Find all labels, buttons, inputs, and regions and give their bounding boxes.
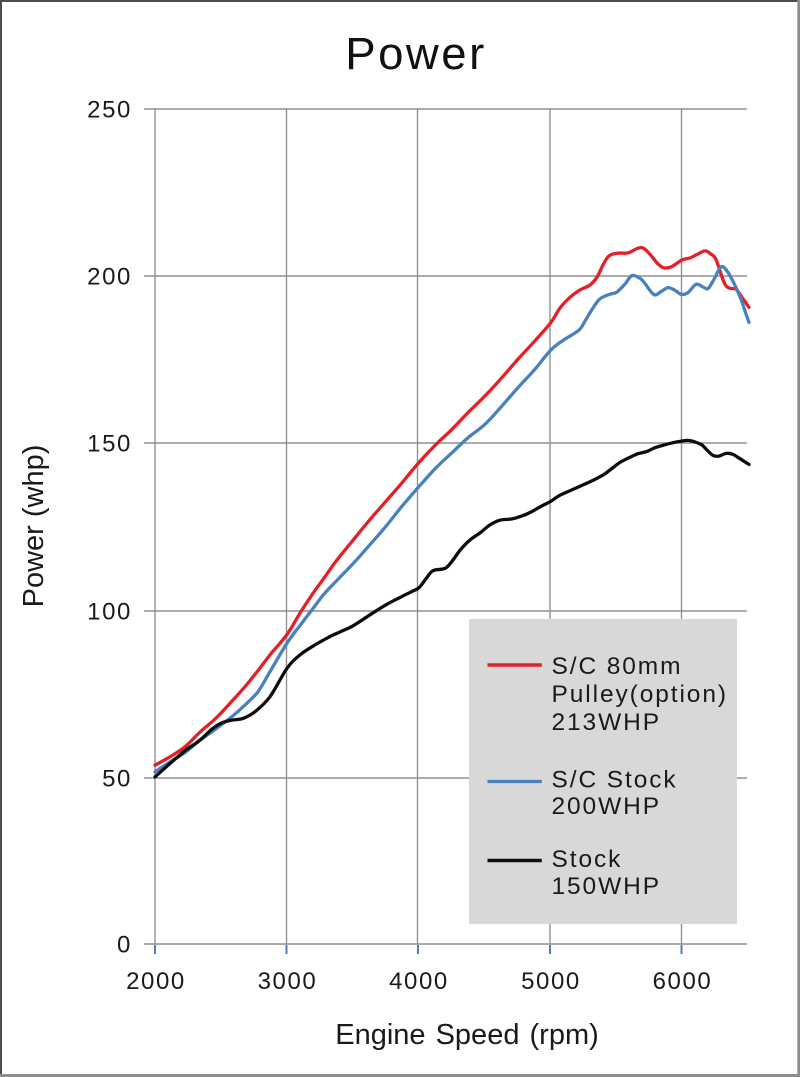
svg-text:Engine Speed (rpm): Engine Speed (rpm): [335, 1019, 599, 1051]
svg-text:Pulley(option): Pulley(option): [552, 681, 728, 708]
svg-text:150WHP: 150WHP: [552, 873, 661, 900]
svg-text:200WHP: 200WHP: [552, 793, 661, 820]
svg-text:S/C 80mm: S/C 80mm: [552, 653, 683, 680]
svg-text:50: 50: [102, 766, 132, 793]
svg-text:213WHP: 213WHP: [552, 709, 661, 736]
svg-text:5000: 5000: [521, 968, 581, 995]
svg-text:Power: Power: [345, 28, 486, 79]
svg-text:2000: 2000: [126, 968, 186, 995]
svg-text:Stock: Stock: [552, 846, 623, 873]
svg-text:6000: 6000: [653, 968, 713, 995]
svg-text:100: 100: [87, 599, 132, 626]
svg-text:4000: 4000: [389, 968, 449, 995]
svg-text:200: 200: [87, 264, 132, 291]
svg-text:S/C Stock: S/C Stock: [552, 766, 678, 793]
svg-text:250: 250: [87, 97, 132, 124]
svg-text:150: 150: [87, 431, 132, 458]
svg-text:0: 0: [117, 932, 132, 959]
svg-text:Power (whp): Power (whp): [18, 445, 50, 608]
svg-text:3000: 3000: [258, 968, 318, 995]
